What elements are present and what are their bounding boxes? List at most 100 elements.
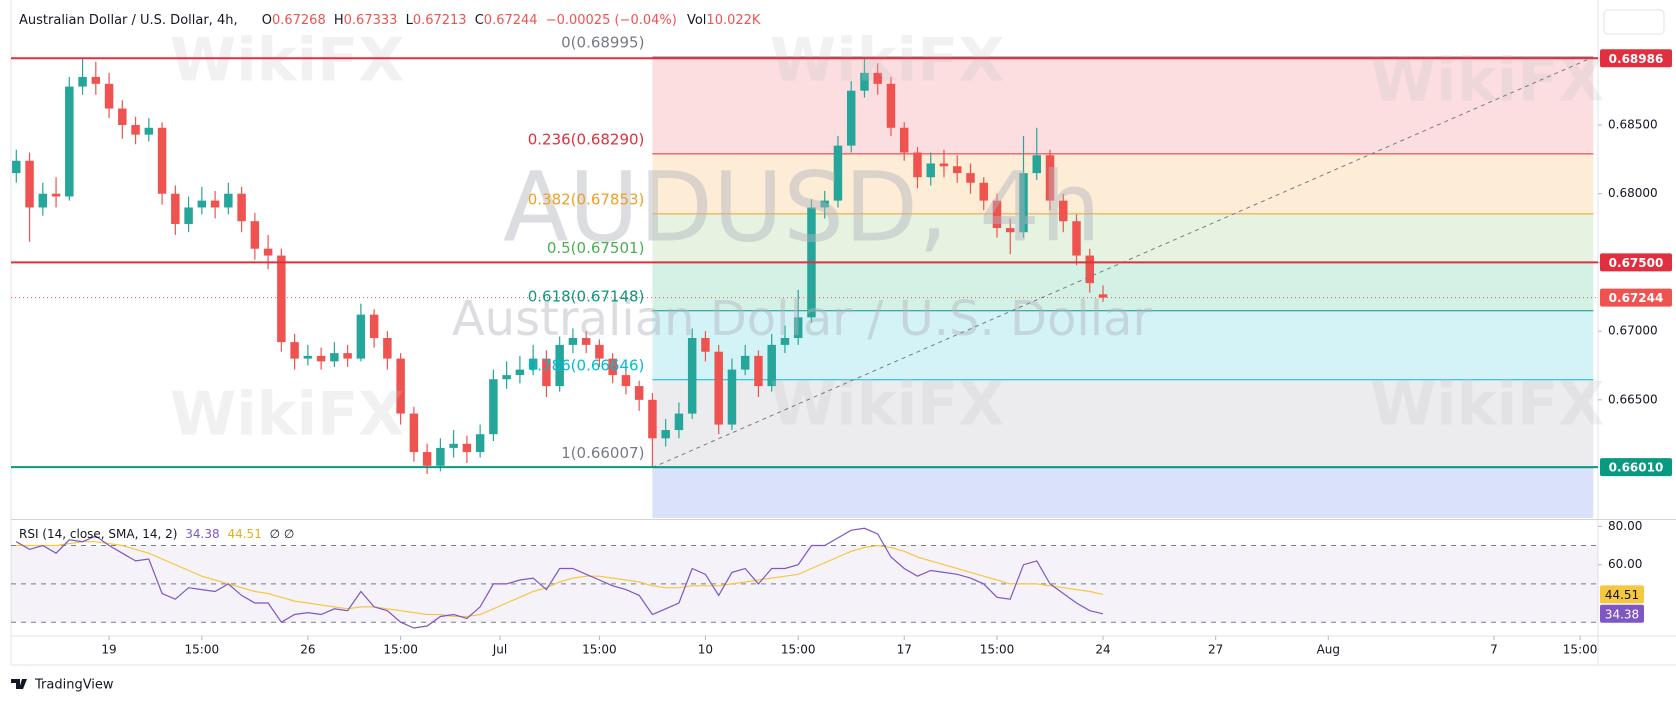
volume-label: Vol	[687, 13, 706, 28]
candle-body	[65, 86, 74, 197]
footer-brand: TradingView	[34, 678, 114, 693]
candle-body	[12, 160, 21, 174]
fib-level-label: 0.5(0.67501)	[547, 239, 645, 257]
candle-body	[409, 413, 419, 453]
rsi-line	[15, 527, 1104, 629]
change: −0.00025 (−0.04%)	[546, 13, 677, 28]
candle-body	[78, 76, 87, 87]
footer-logo: TradingView	[11, 678, 114, 693]
candle-body	[449, 443, 458, 448]
fib-band	[652, 467, 1594, 518]
fib-level-label: 0.236(0.68290)	[528, 130, 645, 148]
y-tick-label: 0.68000	[1608, 186, 1658, 200]
candle-body	[939, 163, 949, 167]
fib-band	[652, 379, 1594, 468]
ohlc-label: C	[475, 13, 484, 28]
candle-body	[515, 369, 525, 376]
rsi-title: RSI (14, close, SMA, 14, 2)	[19, 527, 177, 541]
candle-body	[1059, 200, 1068, 222]
last-price-tag	[1600, 288, 1672, 307]
candle-body	[966, 173, 975, 183]
candle-body	[952, 166, 962, 174]
candle-body	[343, 353, 352, 359]
candle-body	[1006, 228, 1015, 233]
candle-body	[979, 182, 988, 201]
watermark-brand: WikiFX	[170, 26, 404, 96]
candle-body	[210, 200, 220, 208]
rsi-extra: ∅ ∅	[270, 527, 295, 541]
x-tick-label: Aug	[1317, 643, 1340, 657]
last-price-label: 0.67244	[1609, 291, 1664, 305]
candle-body	[1072, 221, 1081, 256]
x-tick-label: 24	[1095, 643, 1110, 657]
watermark-brand: WikiFX	[1370, 370, 1604, 440]
chart-layer	[10, 0, 1676, 666]
ohlc-value: 0.67244	[484, 13, 538, 28]
menu-box[interactable]	[1603, 9, 1665, 35]
candle-body	[780, 338, 790, 345]
x-tick-label: 15:00	[781, 643, 816, 657]
watermark-brand: WikiFX	[770, 370, 1004, 440]
watermark-brand: WikiFX	[170, 380, 404, 450]
ohlc-label: O	[262, 13, 272, 28]
x-tick-label: 15:00	[582, 643, 617, 657]
candle-body	[661, 430, 670, 439]
watermark-brand: WikiFX	[770, 26, 1004, 96]
candle-body	[475, 434, 485, 453]
candle-body	[237, 193, 246, 222]
candle-body	[542, 358, 551, 387]
y-tick-label: 0.66500	[1608, 392, 1658, 406]
fib-level-label: 0.618(0.67148)	[528, 287, 645, 305]
candle-body	[754, 355, 763, 387]
x-tick-label: 10	[698, 643, 713, 657]
rsi-ma-value: 44.51	[227, 527, 261, 541]
candle-body	[144, 127, 154, 135]
candle-body	[528, 358, 538, 370]
candle-body	[1085, 255, 1095, 284]
candle-body	[674, 413, 684, 431]
y-tick-label: 0.68500	[1608, 118, 1658, 132]
candle-body	[383, 338, 392, 359]
candle-body	[462, 443, 472, 453]
watermark-brand: WikiFX	[1370, 46, 1604, 116]
fib-band	[652, 153, 1594, 214]
candle-body	[171, 193, 180, 224]
candle-body	[714, 351, 723, 425]
x-tick-label: 7	[1490, 643, 1498, 657]
candle-body	[277, 255, 286, 343]
ohlc-value: 0.67268	[272, 13, 326, 28]
rsi-value-tag	[1600, 585, 1644, 604]
overlay-layer: 0(0.68995) 0.236(0.68290) 0.382(0.67853) 0.…	[11, 34, 1672, 657]
rsi-value-label: 44.51	[1605, 588, 1639, 602]
volume-value: 10.022K	[706, 13, 760, 28]
candle-body	[131, 125, 140, 135]
chart-header: Australian Dollar / U.S. Dollar, 4h, O0.…	[19, 13, 761, 28]
y-tick-label: 0.67000	[1608, 324, 1658, 338]
candle-body	[820, 200, 829, 208]
ohlc-label: L	[406, 13, 414, 28]
x-tick-label: 15:00	[980, 643, 1015, 657]
candle-body	[992, 200, 1002, 229]
candle-body	[157, 127, 167, 194]
candle-body	[873, 72, 882, 84]
candle-body	[595, 344, 604, 359]
rsi-tick-label: 80.00	[1608, 519, 1642, 533]
x-tick-label: 26	[300, 643, 315, 657]
candle-body	[899, 127, 909, 153]
x-tick-label: Jul	[492, 643, 507, 657]
watermark-ticker: AUDUSD, 4h	[503, 151, 1101, 263]
fib-level-label: 0.786(0.66646)	[528, 356, 645, 374]
logo-icon	[11, 679, 27, 689]
candle-body	[581, 338, 591, 345]
price-tag	[1600, 49, 1672, 68]
candle-body	[25, 160, 34, 208]
candle-body	[555, 344, 564, 387]
x-tick-label: 15:00	[185, 643, 220, 657]
price-tag-label: 0.66010	[1609, 461, 1664, 475]
candle-body	[436, 447, 445, 466]
candle-body	[793, 317, 803, 339]
candle-body	[316, 355, 326, 362]
candle-body	[263, 248, 273, 256]
candle-body	[687, 338, 697, 414]
candle-body	[369, 314, 379, 339]
